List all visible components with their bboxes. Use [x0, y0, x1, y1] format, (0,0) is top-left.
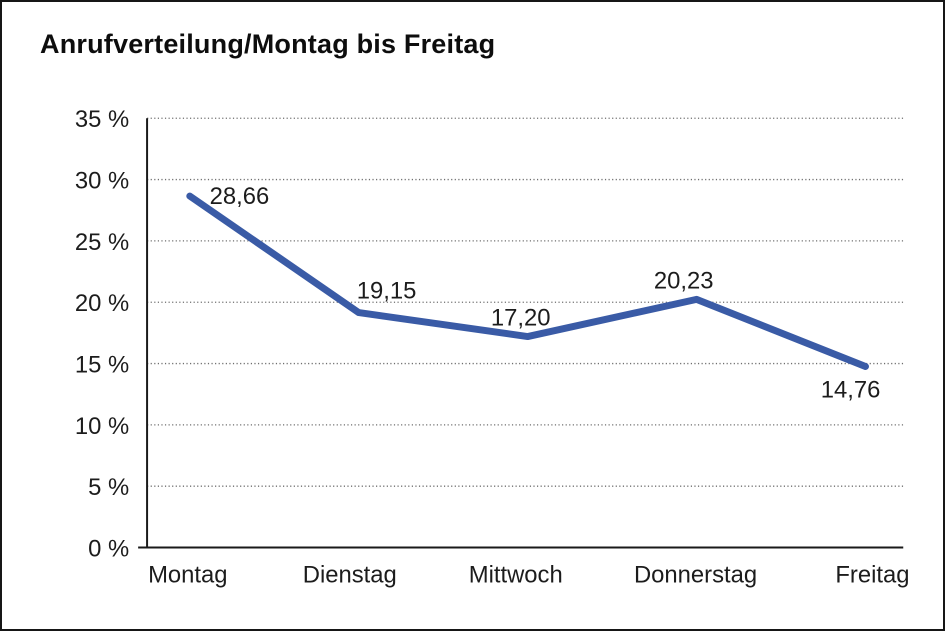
x-axis-category-label: Dienstag — [303, 561, 397, 588]
data-point-label: 14,76 — [821, 376, 881, 403]
x-axis-category-label: Montag — [148, 561, 227, 588]
x-axis-category-label: Mittwoch — [469, 561, 563, 588]
chart-title: Anrufverteilung/Montag bis Freitag — [40, 29, 496, 59]
y-axis-tick-label: 10 % — [75, 413, 129, 440]
y-axis-tick-label: 20 % — [75, 290, 129, 317]
data-point-label: 17,20 — [491, 305, 551, 332]
y-axis-tick-label: 35 % — [75, 106, 129, 133]
y-axis-tick-label: 30 % — [75, 168, 129, 195]
data-point-label: 28,66 — [210, 183, 270, 210]
x-axis-category-label: Freitag — [835, 561, 909, 588]
y-axis-tick-label: 0 % — [88, 535, 129, 562]
x-axis-category-label: Donnerstag — [634, 561, 757, 588]
data-point-label: 20,23 — [654, 267, 714, 294]
data-point-label: 19,15 — [357, 278, 417, 305]
y-axis-tick-label: 5 % — [88, 474, 129, 501]
y-axis-tick-label: 15 % — [75, 351, 129, 378]
y-axis-tick-label: 25 % — [75, 229, 129, 256]
data-line-series — [186, 192, 869, 370]
